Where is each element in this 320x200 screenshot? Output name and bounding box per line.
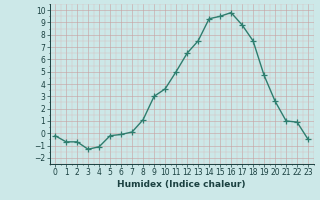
X-axis label: Humidex (Indice chaleur): Humidex (Indice chaleur) — [117, 180, 246, 189]
